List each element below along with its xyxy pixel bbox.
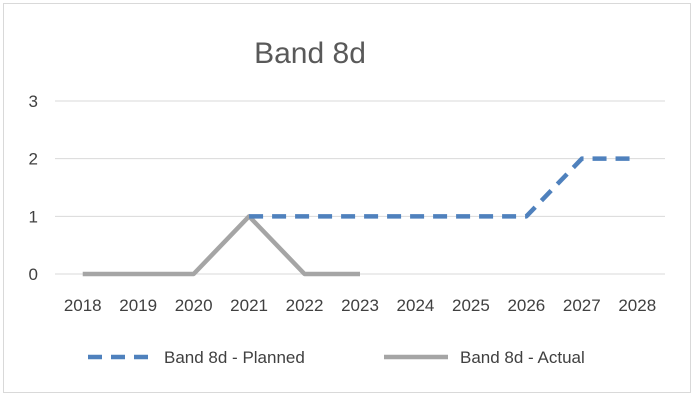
y-tick-label: 1	[29, 207, 38, 226]
y-tick-label: 3	[29, 92, 38, 111]
x-tick-label: 2019	[119, 296, 157, 315]
series-line-actual	[82, 214, 360, 277]
chart-frame	[3, 3, 691, 393]
series-line-planned	[249, 156, 638, 219]
x-tick-label: 2018	[64, 296, 102, 315]
x-tick-label: 2026	[507, 296, 545, 315]
x-tick-label: 2025	[452, 296, 490, 315]
chart-title: Band 8d	[254, 37, 366, 70]
gridlines	[55, 100, 665, 275]
x-tick-label: 2022	[286, 296, 324, 315]
y-tick-label: 0	[29, 265, 38, 284]
legend: Band 8d - Planned Band 8d - Actual	[88, 348, 585, 367]
x-axis-ticks: 2018 2019 2020 2021 2022 2023 2024 2025 2026 2027…	[64, 296, 656, 315]
x-tick-label: 2028	[618, 296, 656, 315]
x-tick-label: 2027	[563, 296, 601, 315]
legend-label: Band 8d - Actual	[460, 348, 585, 367]
y-axis-ticks: 0 1 2 3	[29, 92, 38, 284]
x-tick-label: 2024	[397, 296, 435, 315]
legend-label: Band 8d - Planned	[164, 348, 305, 367]
x-tick-label: 2021	[230, 296, 268, 315]
series-layer	[82, 156, 638, 277]
x-tick-label: 2020	[175, 296, 213, 315]
y-tick-label: 2	[29, 150, 38, 169]
x-tick-label: 2023	[341, 296, 379, 315]
